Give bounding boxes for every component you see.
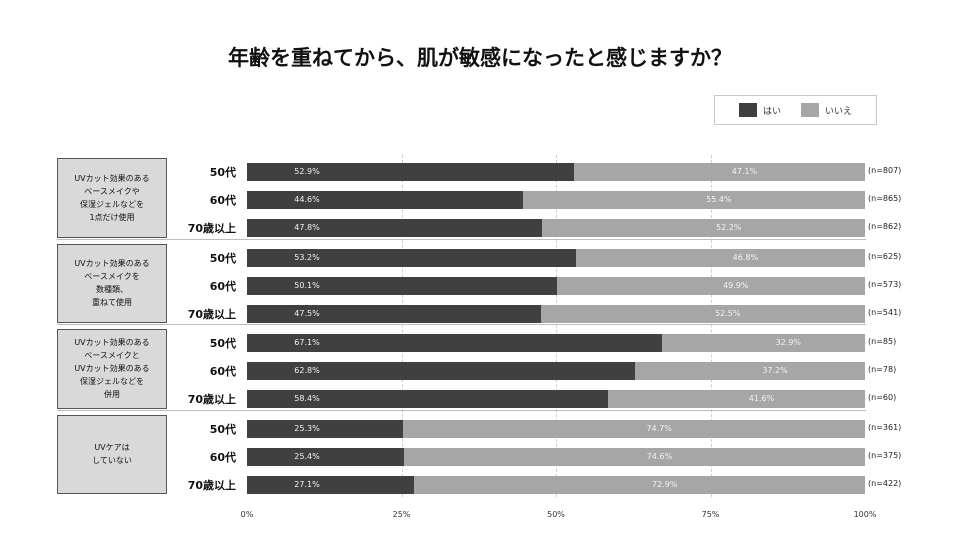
group-label: UVケアは していない bbox=[92, 443, 132, 466]
chart-title: 年齢を重ねてから、肌が敏感になったと感じますか？ bbox=[228, 46, 732, 70]
sample-size-label: (n=78) bbox=[868, 365, 897, 374]
group-label: UVカット効果のある ベースメイクや 保湿ジェルなどを 1点だけ使用 bbox=[74, 173, 150, 222]
sample-size-label: (n=375) bbox=[868, 450, 902, 460]
age-label: 70歳以上 bbox=[187, 307, 236, 321]
data-label-no: 37.2% bbox=[762, 366, 788, 375]
bar-yes bbox=[247, 447, 404, 466]
data-label-yes: 47.5% bbox=[294, 308, 320, 318]
bar-no bbox=[575, 248, 865, 267]
data-label-no: 55.4% bbox=[706, 195, 732, 204]
bar-no bbox=[403, 447, 865, 466]
sample-size-label: (n=862) bbox=[868, 222, 902, 231]
bar-yes bbox=[247, 219, 543, 237]
data-label-yes: 25.4% bbox=[294, 451, 320, 461]
legend-swatch-no bbox=[801, 103, 819, 117]
bar-no bbox=[607, 390, 865, 408]
bar-yes bbox=[247, 390, 608, 408]
data-label-yes: 47.8% bbox=[294, 223, 320, 232]
bar-yes bbox=[247, 248, 576, 267]
data-label-yes: 50.1% bbox=[294, 280, 320, 290]
age-label: 50代 bbox=[209, 251, 236, 265]
data-label-no: 49.9% bbox=[723, 280, 749, 290]
legend-label-no: いいえ bbox=[825, 106, 853, 117]
gridline bbox=[401, 155, 403, 497]
group-divider bbox=[57, 409, 866, 411]
bar-no bbox=[414, 475, 865, 494]
legend-item-no: いいえ bbox=[801, 102, 852, 118]
bar-no bbox=[573, 163, 865, 181]
gridline bbox=[556, 155, 557, 497]
gridline bbox=[710, 155, 712, 497]
age-label: 50代 bbox=[209, 166, 236, 179]
age-label: 60代 bbox=[209, 450, 236, 464]
data-label-no: 41.6% bbox=[748, 394, 775, 403]
bar-yes bbox=[247, 362, 636, 380]
bar-no bbox=[522, 191, 865, 209]
data-label-no: 47.1% bbox=[731, 167, 758, 176]
data-label-yes: 27.1% bbox=[294, 479, 320, 489]
data-label-yes: 25.3% bbox=[294, 423, 320, 433]
sample-size-label: (n=541) bbox=[868, 307, 902, 317]
bar-no bbox=[542, 219, 865, 237]
bar-yes bbox=[247, 334, 662, 352]
bar-yes bbox=[247, 304, 541, 323]
age-label: 60代 bbox=[209, 194, 236, 207]
bar-yes bbox=[247, 475, 415, 494]
data-label-yes: 58.4% bbox=[294, 394, 320, 403]
data-label-no: 52.2% bbox=[715, 223, 742, 232]
legend-swatch-yes bbox=[739, 103, 757, 117]
group-label-box: UVカット効果のある ベースメイクを 数種類、 重ねて使用 bbox=[57, 243, 167, 323]
group-label-box: UVケアは していない bbox=[57, 414, 167, 494]
data-label-yes: 53.2% bbox=[294, 252, 320, 262]
legend-label-yes: はい bbox=[763, 106, 782, 117]
data-label-yes: 67.1% bbox=[294, 338, 320, 347]
bar-no bbox=[540, 304, 865, 323]
group-label: UVカット効果のある ベースメイクと UVカット効果のある 保湿ジェルなどを 併… bbox=[74, 338, 150, 400]
data-label-yes: 62.8% bbox=[294, 366, 320, 375]
data-label-no: 72.9% bbox=[652, 479, 678, 489]
bar-no bbox=[635, 362, 865, 380]
age-label: 70歳以上 bbox=[187, 393, 236, 406]
data-label-yes: 44.6% bbox=[294, 195, 320, 204]
sample-size-label: (n=85) bbox=[868, 337, 897, 346]
group-label: UVカット効果のある ベースメイクを 数種類、 重ねて使用 bbox=[74, 259, 150, 308]
sample-size-label: (n=865) bbox=[868, 194, 902, 203]
data-label-no: 74.7% bbox=[646, 423, 672, 433]
data-label-no: 52.5% bbox=[715, 308, 741, 318]
age-label: 50代 bbox=[209, 422, 236, 436]
age-label: 70歳以上 bbox=[187, 222, 236, 235]
sample-size-label: (n=361) bbox=[868, 422, 902, 432]
age-label: 70歳以上 bbox=[187, 478, 236, 492]
sample-size-label: (n=807) bbox=[868, 166, 902, 175]
x-tick-label: 50% bbox=[547, 510, 565, 519]
sample-size-label: (n=573) bbox=[868, 279, 902, 289]
age-label: 60代 bbox=[209, 365, 236, 378]
bar-yes bbox=[247, 419, 404, 438]
data-label-no: 46.8% bbox=[732, 252, 759, 262]
sample-size-label: (n=60) bbox=[868, 393, 897, 402]
group-divider bbox=[57, 238, 866, 240]
bar-no bbox=[661, 334, 865, 352]
x-tick-label: 100% bbox=[853, 510, 877, 519]
sample-size-label: (n=625) bbox=[868, 251, 902, 261]
data-label-no: 32.9% bbox=[775, 338, 802, 347]
group-label-box: UVカット効果のある ベースメイクと UVカット効果のある 保湿ジェルなどを 併… bbox=[57, 329, 167, 409]
data-label-yes: 52.9% bbox=[294, 167, 320, 176]
age-label: 50代 bbox=[209, 337, 236, 350]
bar-no bbox=[556, 276, 865, 295]
age-label: 60代 bbox=[209, 279, 236, 293]
legend-item-yes: はい bbox=[739, 102, 781, 118]
bar-yes bbox=[247, 191, 523, 209]
sample-size-label: (n=422) bbox=[868, 478, 902, 488]
bar-no bbox=[403, 419, 865, 438]
x-tick-label: 0% bbox=[240, 510, 254, 519]
data-label-no: 74.6% bbox=[646, 451, 673, 461]
group-label-box: UVカット効果のある ベースメイクや 保湿ジェルなどを 1点だけ使用 bbox=[57, 158, 167, 238]
x-tick-label: 75% bbox=[701, 510, 720, 519]
bar-yes bbox=[247, 163, 574, 181]
legend: はい いいえ bbox=[714, 95, 877, 125]
x-tick-label: 25% bbox=[392, 510, 411, 519]
group-divider bbox=[57, 324, 866, 325]
bar-yes bbox=[247, 276, 557, 295]
